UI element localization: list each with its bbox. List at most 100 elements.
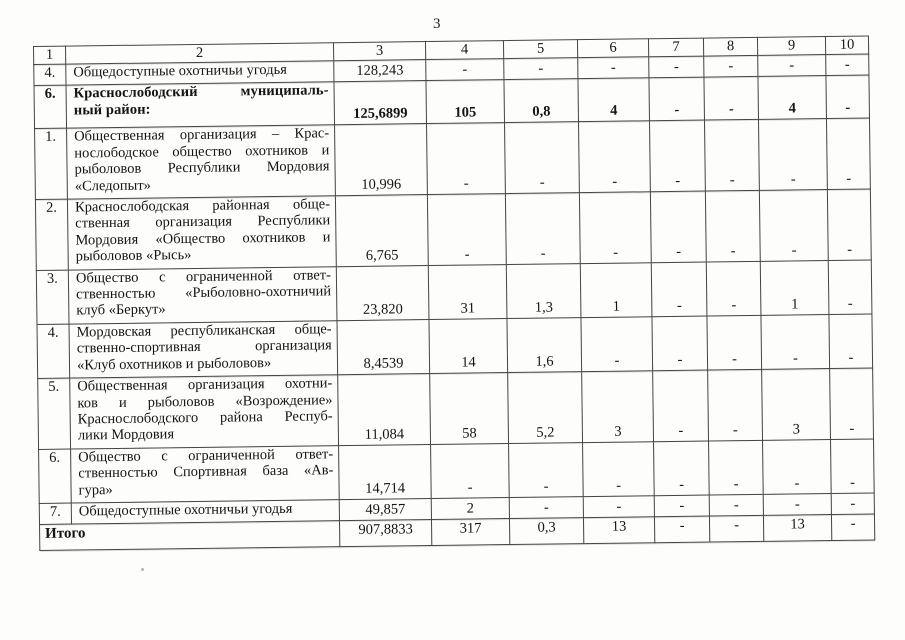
value-cell: - xyxy=(579,191,652,264)
value-cell: - xyxy=(827,189,872,261)
value-cell: 105 xyxy=(425,79,505,124)
value-cell: - xyxy=(427,193,507,266)
total-value-cell: 13 xyxy=(583,517,655,544)
name-line: Краснослободский муниципаль- xyxy=(73,82,329,102)
name-line: рыболовов Республики Мордовия xyxy=(74,158,330,178)
total-value-cell: 13 xyxy=(763,514,832,542)
value-cell: - xyxy=(831,492,875,515)
value-cell: 3 xyxy=(581,370,654,443)
value-cell: 3 xyxy=(761,368,831,441)
value-cell: - xyxy=(759,189,829,262)
column-header: 3 xyxy=(333,41,426,61)
value-cell: - xyxy=(505,192,581,265)
page-number: 3 xyxy=(433,16,441,32)
row-number: 3. xyxy=(36,269,69,325)
value-cell: - xyxy=(704,119,760,192)
column-header: 8 xyxy=(703,37,758,57)
value-cell: - xyxy=(828,313,873,369)
value-cell: 23,820 xyxy=(336,265,429,321)
total-value-cell: - xyxy=(831,514,875,541)
value-cell: - xyxy=(762,439,832,495)
table-row: 1. Общественная организация – Крас-нослоб… xyxy=(34,118,871,200)
value-cell: 11,084 xyxy=(337,373,431,446)
name-line: Общедоступные охотничьи угодья xyxy=(78,500,293,520)
column-header: 5 xyxy=(503,39,578,59)
value-cell: - xyxy=(650,191,707,263)
value-cell: 1 xyxy=(580,262,652,318)
hunting-grounds-table: 1 2 3 4 5 6 7 8 9 10 4. Общедоступные охотничьи уг… xyxy=(33,35,875,551)
value-cell: 58 xyxy=(429,372,509,445)
value-cell: 1,3 xyxy=(506,263,581,319)
value-cell: - xyxy=(430,443,510,499)
value-cell: - xyxy=(830,438,875,494)
total-value-cell: 317 xyxy=(431,518,510,546)
value-cell: 4 xyxy=(577,78,650,123)
value-cell: - xyxy=(508,442,584,498)
name-line: ственно-спортивная организация xyxy=(76,337,332,357)
value-cell: - xyxy=(653,440,710,496)
row-number: 7. xyxy=(39,502,72,525)
value-cell: - xyxy=(763,493,832,516)
name-line: «Клуб охотников и рыболовов» xyxy=(76,354,272,374)
value-cell: - xyxy=(825,75,870,119)
name-line: Общедоступные охотничьи угодья xyxy=(73,61,287,81)
column-header: 10 xyxy=(825,36,869,55)
organization-name: Краснослободская районная обще-ственная … xyxy=(67,195,337,270)
value-cell: - xyxy=(503,57,578,80)
column-header: 7 xyxy=(648,38,704,57)
value-cell: - xyxy=(651,261,707,317)
table-row: 5. Общественная организация охотни-ков и … xyxy=(37,368,874,450)
name-line: клуб «Беркут» xyxy=(76,301,166,319)
value-cell: - xyxy=(706,261,761,316)
value-cell: 6,765 xyxy=(335,194,429,267)
name-line: лики Мордовия xyxy=(77,426,175,444)
value-cell: 8,4539 xyxy=(336,319,430,375)
value-cell: - xyxy=(583,495,655,518)
total-value-cell: 907,8833 xyxy=(339,519,432,548)
value-cell: - xyxy=(577,56,649,80)
value-cell: - xyxy=(703,55,758,78)
name-line: гура» xyxy=(78,481,113,498)
value-cell: - xyxy=(825,53,869,76)
value-cell: 128,243 xyxy=(333,59,426,83)
column-header: 9 xyxy=(757,36,826,56)
value-cell: - xyxy=(649,120,706,192)
value-cell: - xyxy=(509,496,584,519)
name-line: ственностью Спортивная база «Ав- xyxy=(78,462,334,482)
row-number: 4. xyxy=(33,64,66,86)
value-cell: - xyxy=(760,314,830,370)
total-value-cell: - xyxy=(709,515,764,543)
value-cell: 1,6 xyxy=(506,317,582,373)
row-number: 6. xyxy=(34,85,67,129)
row-number: 6. xyxy=(38,448,72,504)
value-cell: 2 xyxy=(431,497,510,520)
row-number: 5. xyxy=(37,378,71,450)
value-cell: 14 xyxy=(428,318,508,374)
row-number: 4. xyxy=(36,323,70,379)
total-value-cell: - xyxy=(654,516,710,544)
value-cell: - xyxy=(504,122,580,194)
value-cell: 14,714 xyxy=(338,444,432,500)
value-cell: - xyxy=(709,494,764,517)
value-cell: - xyxy=(703,76,759,121)
value-cell: 4 xyxy=(757,75,827,120)
organization-name: Общественная организация – Крас-нослобод… xyxy=(66,125,336,200)
row-number: 1. xyxy=(34,128,68,200)
name-line: «Следопыт» xyxy=(74,177,151,195)
value-cell: - xyxy=(425,58,504,81)
name-line: рыболовов «Рысь» xyxy=(75,247,192,265)
value-cell: - xyxy=(648,56,704,79)
value-cell: - xyxy=(648,77,705,122)
value-cell: - xyxy=(580,316,653,372)
organization-name: Краснослободский муниципаль-ный район: xyxy=(65,82,335,129)
value-cell: 1 xyxy=(760,260,829,316)
value-cell: - xyxy=(708,440,764,495)
organization-name: Общество с ограниченной ответ-ственность… xyxy=(68,266,337,324)
value-cell: - xyxy=(578,121,651,193)
name-line: ный район: xyxy=(73,101,151,119)
column-header: 4 xyxy=(425,40,504,60)
value-cell: 125,6899 xyxy=(333,80,427,126)
column-header: 6 xyxy=(577,38,649,58)
value-cell: - xyxy=(758,118,828,191)
